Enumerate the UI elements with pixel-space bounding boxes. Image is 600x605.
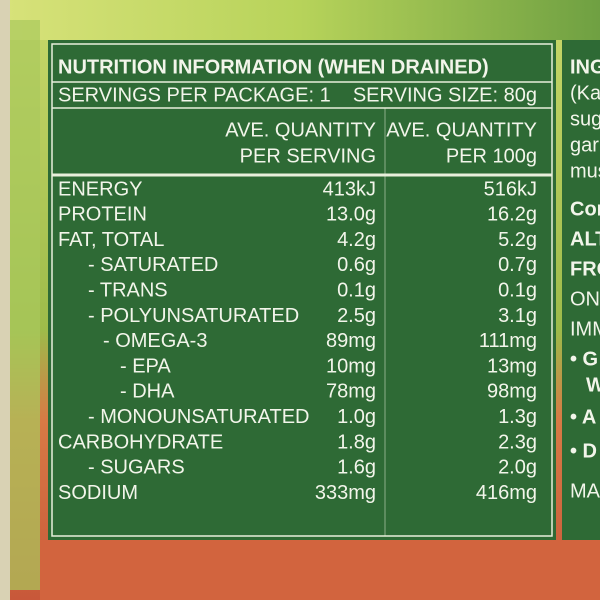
side-fragment: (Kat [570, 82, 600, 104]
per-serving: 4.2g [337, 229, 376, 251]
column-header: AVE. QUANTITY [386, 119, 537, 141]
per-100g: 5.2g [498, 229, 537, 251]
per-100g: 0.7g [498, 254, 537, 276]
per-serving: 0.1g [337, 279, 376, 301]
per-serving: 413kJ [323, 178, 376, 200]
title: NUTRITION INFORMATION (WHEN DRAINED) [58, 56, 489, 78]
side-fragment: ALT [570, 228, 600, 250]
side-fragment: • D [570, 440, 597, 462]
side-fragment: IMM [570, 318, 600, 340]
side-fragment: ONG [570, 288, 600, 310]
side-panel [562, 40, 600, 540]
side-fragment: • A [570, 406, 596, 428]
column-header: AVE. QUANTITY [225, 119, 376, 141]
row-label: - SUGARS [88, 457, 185, 479]
side-fragment: • G [570, 348, 598, 370]
top-band [0, 0, 600, 40]
side-fragment: MA [570, 480, 600, 502]
row-label: - POLYUNSATURATED [88, 305, 299, 327]
per-serving: 89mg [326, 330, 376, 352]
per-serving: 1.0g [337, 406, 376, 428]
per-100g: 0.1g [498, 279, 537, 301]
per-serving: 1.6g [337, 457, 376, 479]
per-100g: 416mg [476, 482, 537, 504]
per-100g: 98mg [487, 381, 537, 403]
side-fragment: ING [570, 56, 600, 78]
per-100g: 111mg [479, 330, 537, 352]
side-fragment: sug [570, 108, 600, 130]
row-label: - EPA [120, 355, 171, 377]
per-serving: 13.0g [326, 204, 376, 226]
per-serving: 0.6g [337, 254, 376, 276]
left-strip [10, 20, 40, 590]
row-label: - MONOUNSATURATED [88, 406, 309, 428]
side-fragment: FRO [570, 258, 600, 280]
left-edge [0, 0, 10, 600]
per-100g: 3.1g [498, 305, 537, 327]
side-fragment: garl [570, 134, 600, 156]
servings: SERVINGS PER PACKAGE: 1 [58, 84, 331, 106]
side-fragment: Con [570, 198, 600, 220]
per-serving: 333mg [315, 482, 376, 504]
bottom-band [40, 540, 600, 600]
per-serving: 2.5g [337, 305, 376, 327]
per-serving: 1.8g [337, 431, 376, 453]
per-100g: 2.0g [498, 457, 537, 479]
side-text: ING (Kat sug garl mus Con ALT FRO ONG IMM • G W • A •… [570, 56, 600, 502]
nutrition-panel [48, 40, 556, 540]
table: AVE. QUANTITY PER SERVING AVE. QUANTITY PER… [58, 119, 537, 504]
row-label: PROTEIN [58, 204, 147, 226]
per-100g: 2.3g [498, 431, 537, 453]
row-label: SODIUM [58, 482, 138, 504]
row-label: - OMEGA-3 [103, 330, 207, 352]
row-label: - SATURATED [88, 254, 218, 276]
per-100g: 516kJ [484, 178, 537, 200]
panel-border [51, 43, 553, 537]
side-fragment: W [586, 374, 600, 396]
serving-size: SERVING SIZE: 80g [353, 84, 537, 106]
per-100g: 1.3g [498, 406, 537, 428]
per-100g: 13mg [487, 355, 537, 377]
per-100g: 16.2g [487, 204, 537, 226]
row-label: CARBOHYDRATE [58, 431, 223, 453]
per-serving: 10mg [326, 355, 376, 377]
column-header: PER SERVING [240, 145, 376, 167]
row-label: - DHA [120, 381, 175, 403]
row-label: FAT, TOTAL [58, 229, 164, 251]
column-header: PER 100g [446, 145, 537, 167]
row-label: - TRANS [88, 279, 168, 301]
row-label: ENERGY [58, 178, 142, 200]
side-fragment: mus [570, 160, 600, 182]
per-serving: 78mg [326, 381, 376, 403]
